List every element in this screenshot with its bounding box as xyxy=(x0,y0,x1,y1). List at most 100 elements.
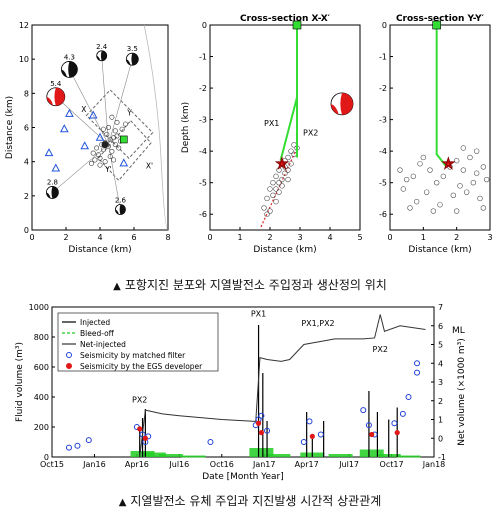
event-marker xyxy=(111,157,117,163)
y-tick-label: 2 xyxy=(24,192,29,201)
beachball-magnitude-label: 3.5 xyxy=(127,45,138,53)
y2-tick-label: -1 xyxy=(438,453,446,462)
y2-tick-label: 5 xyxy=(438,341,443,350)
seismicity-developer-marker xyxy=(394,430,400,436)
y-tick-label: -1 xyxy=(199,53,207,62)
station-triangle xyxy=(119,158,129,167)
leader-line xyxy=(108,144,121,210)
bottom-caption: ▲ 지열발전소 유체 주입과 지진발생 시간적 상관관계 xyxy=(0,492,500,509)
event-marker xyxy=(410,173,417,180)
x-tick-label: Jul16 xyxy=(168,460,189,469)
event-marker xyxy=(92,157,98,163)
beachball-quadrant xyxy=(61,69,67,78)
y-tick-label: 8 xyxy=(24,89,29,98)
event-marker xyxy=(457,183,463,189)
y-tick-label: 12 xyxy=(19,21,29,30)
event-marker xyxy=(470,179,477,186)
seismicity-developer-marker xyxy=(309,433,315,439)
beachball-quadrant xyxy=(46,192,51,199)
bleedoff-bar xyxy=(359,449,384,457)
bleedoff-bar xyxy=(181,455,206,458)
event-marker xyxy=(264,211,270,217)
swath-xx xyxy=(85,89,154,159)
y-axis-label: Depth (km) xyxy=(181,102,191,153)
mainshock-star xyxy=(274,156,290,170)
event-marker xyxy=(427,167,433,173)
station-triangle xyxy=(88,110,98,119)
y-axis-label: Distance (km) xyxy=(5,96,15,159)
swath-yy xyxy=(97,119,152,182)
x-tick-label: 0 xyxy=(207,233,212,242)
y-tick-label: -4 xyxy=(379,147,387,156)
top-caption-text: 포항지진 분포와 지열발전소 주입정과 생산정의 위치 xyxy=(124,278,387,292)
event-marker xyxy=(480,205,487,211)
beachball-magnitude-label: 2.8 xyxy=(47,178,58,186)
event-marker xyxy=(417,161,423,167)
x-tick-label: 5 xyxy=(357,233,362,242)
legend-swatch xyxy=(66,352,72,358)
station-triangle xyxy=(80,141,90,150)
bottom-caption-text: 지열발전소 유체 주입과 지진발생 시간적 상관관계 xyxy=(130,494,382,508)
event-marker xyxy=(97,155,103,161)
x-tick-label: 4 xyxy=(97,233,102,242)
event-marker xyxy=(450,192,457,199)
y-tick-label: -5 xyxy=(199,179,207,188)
x-tick-label: 4 xyxy=(327,233,332,242)
seismicity-developer-marker xyxy=(142,435,148,441)
legend: Injected Bleed-off Net-injected Seismicity … xyxy=(57,312,219,372)
legend-label: Seismicity by the EGS developer xyxy=(80,362,203,371)
seismicity-matched-filter-marker xyxy=(74,442,81,449)
seismicity-matched-filter-marker xyxy=(207,439,214,445)
event-marker xyxy=(279,183,285,189)
plot-frame xyxy=(389,24,491,231)
event-marker xyxy=(276,179,282,186)
coastline xyxy=(143,25,168,230)
beachball-quadrant xyxy=(51,186,59,199)
triangle-icon: ▲ xyxy=(113,281,121,292)
event-marker xyxy=(94,145,100,151)
triangle-icon: ▲ xyxy=(118,497,127,508)
seismicity-matched-filter-marker xyxy=(414,360,421,367)
event-marker xyxy=(270,192,276,199)
x-tick-label: 1 xyxy=(237,233,242,242)
event-marker xyxy=(480,164,487,170)
stage-annotation: PX1,PX2 xyxy=(301,319,334,328)
event-marker xyxy=(420,154,427,161)
bleedoff-bar xyxy=(158,454,183,457)
event-marker xyxy=(112,142,118,148)
y2-tick-label: 7 xyxy=(438,303,443,312)
x-axis-label: Distance (km) xyxy=(408,245,471,255)
y-tick-label: 0 xyxy=(382,21,387,30)
beachball-quadrant xyxy=(115,209,119,215)
top-caption: ▲ 포항지진 분포와 지열발전소 주입정과 생산정의 위치 xyxy=(0,276,500,293)
y-tick-label: 0 xyxy=(24,226,29,235)
event-marker xyxy=(460,167,467,173)
event-marker xyxy=(114,119,120,125)
y-tick-label: -3 xyxy=(199,116,207,125)
event-marker xyxy=(473,170,480,176)
leader-line xyxy=(69,69,109,145)
seismicity-matched-filter-marker xyxy=(65,444,72,451)
y2-tick-label: 3 xyxy=(438,378,443,387)
y-tick-label: -2 xyxy=(199,84,207,93)
event-marker xyxy=(276,189,282,195)
section-end-label: X' xyxy=(146,162,153,171)
beachball-quadrant xyxy=(119,204,126,215)
x-tick-label: Jan17 xyxy=(252,460,276,469)
y-tick-label: 6 xyxy=(24,124,29,133)
x-tick-label: Apr17 xyxy=(295,460,319,469)
y2-tick-label: 2 xyxy=(438,397,443,406)
y-tick-label: 800 xyxy=(34,333,49,342)
plot-frame xyxy=(209,24,361,231)
y-tick-label: -3 xyxy=(379,116,387,125)
event-marker xyxy=(273,198,279,205)
legend-label: Injected xyxy=(80,318,110,327)
mainshock-star xyxy=(441,156,456,170)
x-tick-label: Jan18 xyxy=(422,460,446,469)
event-marker xyxy=(403,176,410,183)
y-tick-label: -4 xyxy=(199,147,207,156)
event-marker xyxy=(453,157,460,164)
stage-annotation: PX2 xyxy=(132,396,147,405)
map-content: 4.3 2.4 3.5 5.4 2.8 2.6 X Y Y' X' xyxy=(44,25,168,230)
